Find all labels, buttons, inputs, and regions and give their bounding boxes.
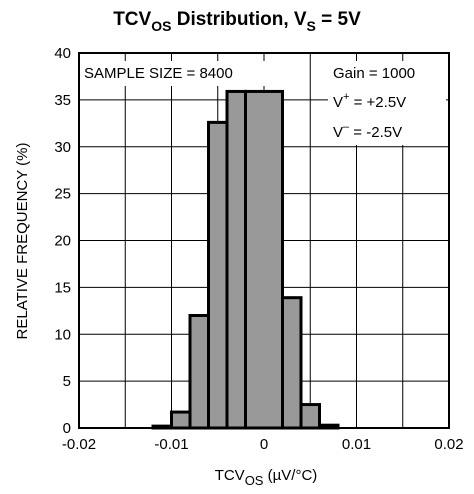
y-tick-label-3: 15 <box>54 279 71 296</box>
x-tick-label-2: 0 <box>260 436 268 453</box>
vplus-annotation: V+ = +2.5V <box>333 91 406 111</box>
plot-frame <box>78 52 450 429</box>
bar-8 <box>299 403 321 430</box>
gain-annotation: Gain = 1000 <box>333 65 415 82</box>
x-axis-label-subscript: OS <box>245 473 264 488</box>
sample-size-annotation: SAMPLE SIZE = 8400 <box>84 65 233 82</box>
bar-2 <box>188 314 210 430</box>
title-end: = 5V <box>316 9 361 30</box>
bar-7 <box>281 296 303 430</box>
y-tick-labels: 0 5 10 15 20 25 30 35 40 <box>54 45 71 437</box>
bar-3 <box>207 120 229 430</box>
x-axis-label-main: TCV <box>215 467 245 484</box>
x-tick-labels: -0.02 -0.01 0 0.01 0.02 <box>62 436 464 453</box>
bar-6 <box>244 89 284 430</box>
y-tick-label-4: 20 <box>54 233 71 250</box>
y-tick-label-2: 10 <box>54 326 71 343</box>
x-axis-label-units: (µV/°C) <box>263 467 317 484</box>
y-tick-label-5: 25 <box>54 186 71 203</box>
title-main-subscript: OS <box>151 18 171 34</box>
y-tick-label-6: 30 <box>54 139 71 156</box>
y-tick-label-0: 0 <box>63 420 71 437</box>
title-main: TCV <box>113 9 151 30</box>
y-tick-label-8: 40 <box>54 45 71 62</box>
vminus-prefix: V <box>333 124 343 141</box>
sample-size-box <box>80 61 277 86</box>
vminus-value: = -2.5V <box>349 124 402 141</box>
bar-4 <box>225 89 247 430</box>
vplus-superscript: + <box>343 91 349 103</box>
x-axis-label: TCVOS (µV/°C) <box>215 467 318 488</box>
params-box <box>328 61 446 145</box>
y-tick-label-7: 35 <box>54 92 71 109</box>
vplus-prefix: V <box>333 94 343 111</box>
bar-1 <box>170 410 192 430</box>
title-mid: Distribution, V <box>171 9 306 30</box>
vminus-superscript: – <box>343 121 350 133</box>
vplus-value: = +2.5V <box>349 94 406 111</box>
y-tick-label-1: 5 <box>63 373 71 390</box>
x-tick-label-3: 0.01 <box>342 436 371 453</box>
chart-title: TCVOS Distribution, VS = 5V <box>113 9 361 34</box>
y-axis-label: RELATIVE FREQUENCY (%) <box>14 143 31 340</box>
x-tick-label-4: 0.02 <box>434 436 463 453</box>
x-tick-label-1: -0.01 <box>154 436 188 453</box>
bars <box>151 89 340 430</box>
x-tick-label-0: -0.02 <box>62 436 96 453</box>
title-mid-subscript: S <box>307 18 316 34</box>
vminus-annotation: V– = -2.5V <box>333 121 402 141</box>
